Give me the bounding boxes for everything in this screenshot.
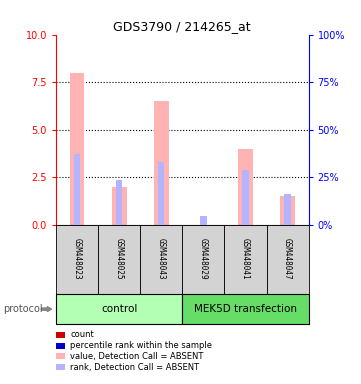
Bar xyxy=(284,194,291,225)
Bar xyxy=(280,196,295,225)
Title: GDS3790 / 214265_at: GDS3790 / 214265_at xyxy=(113,20,251,33)
Bar xyxy=(116,180,122,225)
Text: GSM448023: GSM448023 xyxy=(73,238,82,280)
Bar xyxy=(238,149,253,225)
Text: GSM448029: GSM448029 xyxy=(199,238,208,280)
Text: count: count xyxy=(70,330,94,339)
Bar xyxy=(70,73,84,225)
Text: percentile rank within the sample: percentile rank within the sample xyxy=(70,341,212,350)
Text: GSM448047: GSM448047 xyxy=(283,238,292,280)
Text: MEK5D transfection: MEK5D transfection xyxy=(194,304,297,314)
Text: rank, Detection Call = ABSENT: rank, Detection Call = ABSENT xyxy=(70,362,200,372)
Bar xyxy=(154,101,169,225)
Text: GSM448043: GSM448043 xyxy=(157,238,166,280)
Bar xyxy=(158,162,164,225)
Text: protocol: protocol xyxy=(4,304,43,314)
Bar xyxy=(242,169,249,225)
Bar xyxy=(74,154,80,225)
Text: value, Detection Call = ABSENT: value, Detection Call = ABSENT xyxy=(70,352,204,361)
Bar xyxy=(200,216,206,225)
Bar xyxy=(112,187,126,225)
Text: GSM448041: GSM448041 xyxy=(241,238,250,280)
Text: control: control xyxy=(101,304,137,314)
Text: GSM448025: GSM448025 xyxy=(115,238,123,280)
